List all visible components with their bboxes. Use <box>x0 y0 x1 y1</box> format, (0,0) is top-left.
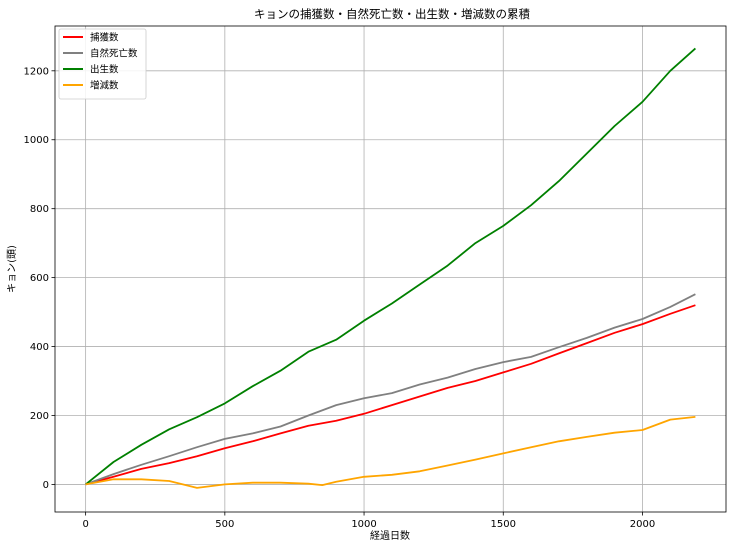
series-line <box>85 47 696 486</box>
series-line <box>85 416 696 489</box>
series-line <box>85 304 696 486</box>
plot-frame <box>54 25 727 513</box>
y-tick-label: 1200 <box>24 66 49 77</box>
x-tick-label: 1500 <box>491 519 516 530</box>
chart-title: キョンの捕獲数・自然死亡数・出生数・増減数の累積 <box>254 7 530 21</box>
x-tick-label: 1000 <box>351 519 376 530</box>
legend-label: 出生数 <box>90 64 119 76</box>
legend-label: 捕獲数 <box>90 32 119 44</box>
grid <box>55 26 726 512</box>
series-layer <box>85 47 696 489</box>
y-axis-label: キョン(頭) <box>6 245 18 293</box>
legend-box <box>58 28 147 100</box>
x-tick-label: 0 <box>82 519 88 530</box>
y-tick-label: 800 <box>30 204 49 215</box>
x-axis: 0 500 1000 1500 2000 <box>82 512 655 530</box>
legend-label: 自然死亡数 <box>90 48 138 60</box>
y-tick-label: 0 <box>43 480 49 491</box>
x-axis-label: 経過日数 <box>370 529 410 542</box>
x-tick-label: 500 <box>215 519 234 530</box>
x-tick-label: 2000 <box>630 519 655 530</box>
legend-label: 増減数 <box>90 80 119 92</box>
series-line <box>85 293 696 486</box>
y-tick-label: 400 <box>30 342 49 353</box>
y-tick-label: 600 <box>30 273 49 284</box>
y-tick-label: 200 <box>30 411 49 422</box>
y-tick-label: 1000 <box>24 135 49 146</box>
y-axis: 0 200 400 600 800 1000 1200 <box>24 66 55 491</box>
